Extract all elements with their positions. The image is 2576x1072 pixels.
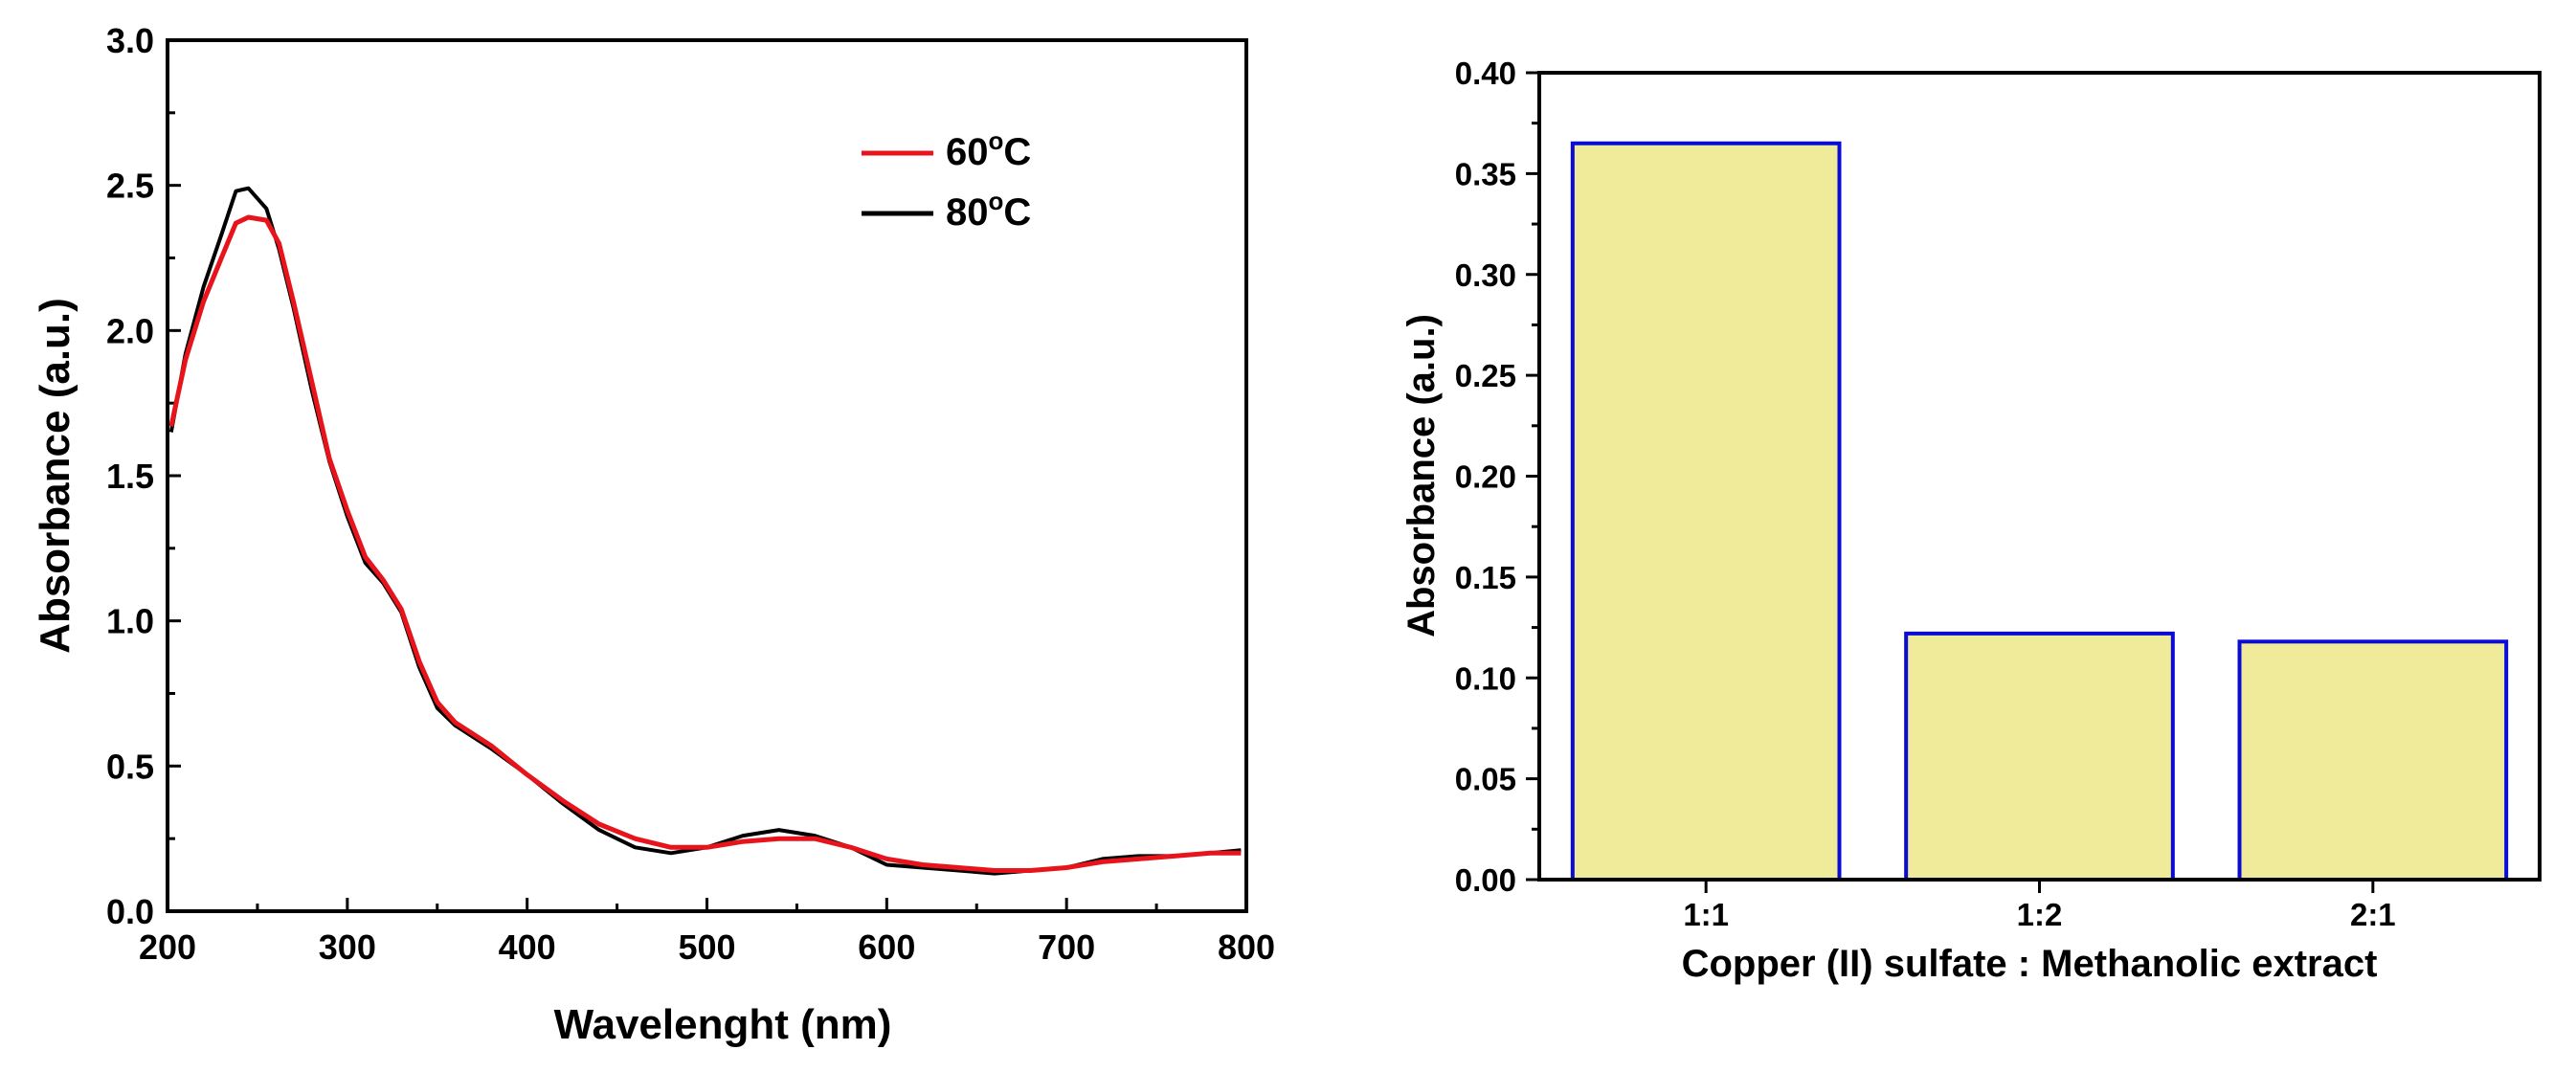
y-tick-label: 2.5 <box>106 167 154 206</box>
legend-label-60c: 60oC <box>946 126 1031 173</box>
legend: 60oC 80oC <box>862 126 1031 234</box>
y-tick-label: 0.30 <box>1455 257 1516 293</box>
y-tick-label: 3.0 <box>106 21 154 60</box>
y-tick-label: 1.0 <box>106 602 154 641</box>
y-tick-label: 0.0 <box>106 892 154 931</box>
bar-1-1 <box>1570 141 1842 882</box>
x-tick-label: 200 <box>139 927 196 967</box>
x-tick-label: 600 <box>858 927 915 967</box>
y-axis-ticks: 0.00 0.05 0.10 0.15 0.20 0.25 0.30 0.35 0.40 <box>1455 56 1539 898</box>
x-tick-label: 400 <box>499 927 556 967</box>
y-axis-ticks: 0.0 0.5 1.0 1.5 2.0 2.5 3.0 <box>106 21 181 931</box>
x-tick-label: 300 <box>319 927 376 967</box>
series-line-60c <box>168 214 1242 873</box>
x-axis-ticks: 1:1 1:2 2:1 <box>1683 880 2396 932</box>
ratio-bar-chart: 0.00 0.05 0.10 0.15 0.20 0.25 0.30 0.35 0.40 1:1… <box>1400 56 2542 985</box>
bars <box>1570 141 2509 882</box>
bar-1-2 <box>1904 631 2175 882</box>
x-tick-label: 800 <box>1218 927 1275 967</box>
y-tick-label: 0.5 <box>106 747 154 786</box>
bar-2-1 <box>2237 639 2509 882</box>
x-tick-label: 1:2 <box>2017 897 2063 932</box>
spectrum-chart: 0.0 0.5 1.0 1.5 2.0 2.5 3.0 200 300 400 500 600 700… <box>32 21 1275 1048</box>
plot-frame <box>1537 71 2542 882</box>
x-axis-ticks: 200 300 400 500 600 700 800 <box>139 898 1275 967</box>
series-lines <box>168 186 1242 876</box>
x-tick-label: 1:1 <box>1683 897 1729 932</box>
x-tick-label: 2:1 <box>2350 897 2396 932</box>
x-axis-label: Copper (II) sulfate : Methanolic extract <box>1682 943 2378 985</box>
x-tick-label: 700 <box>1038 927 1095 967</box>
y-tick-label: 0.15 <box>1455 560 1516 595</box>
y-tick-label: 0.00 <box>1455 862 1516 898</box>
y-tick-label: 0.10 <box>1455 660 1516 696</box>
y-tick-label: 0.25 <box>1455 358 1516 393</box>
series-line-80c <box>168 186 1242 876</box>
y-tick-label: 0.05 <box>1455 762 1516 797</box>
y-tick-label: 0.35 <box>1455 156 1516 191</box>
legend-label-80c: 80oC <box>946 187 1031 234</box>
y-tick-label: 0.20 <box>1455 459 1516 495</box>
x-axis-label: Wavelenght (nm) <box>554 1001 892 1048</box>
y-tick-label: 2.0 <box>106 311 154 350</box>
y-axis-label: Absorbance (a.u.) <box>1400 314 1443 637</box>
x-tick-label: 500 <box>678 927 735 967</box>
y-tick-label: 0.40 <box>1455 56 1516 91</box>
y-tick-label: 1.5 <box>106 457 154 496</box>
plot-frame <box>166 38 1248 913</box>
y-axis-label: Absorbance (a.u.) <box>32 298 78 654</box>
